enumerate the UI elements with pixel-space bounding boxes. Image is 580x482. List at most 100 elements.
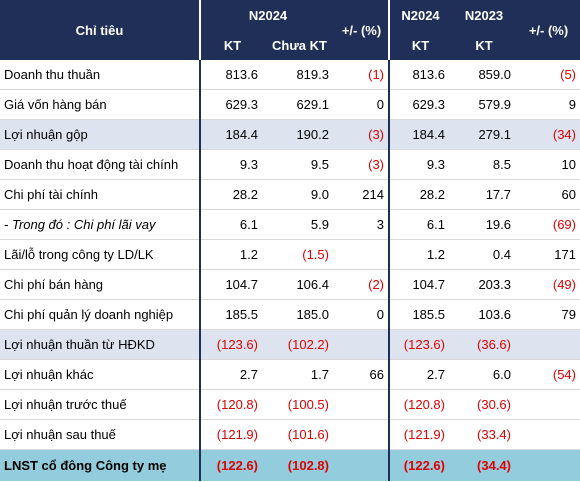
value-n2023-kt: 19.6 [451, 209, 517, 240]
row-label: Lợi nhuận sau thuế [0, 419, 201, 450]
value-change-1 [335, 389, 390, 420]
value-n2023-kt: 0.4 [451, 239, 517, 270]
table-row: Lợi nhuận khác 2.7 1.7 66 2.7 6.0 (54) [0, 359, 580, 390]
value-n2024-kt-b: 104.7 [389, 269, 451, 300]
value-n2024-chua-kt: (102.2) [264, 329, 335, 360]
value-n2023-kt: 17.7 [451, 179, 517, 210]
header-group-2024: N2024 [200, 0, 335, 30]
value-change-2 [517, 419, 580, 450]
value-n2024-kt: 9.3 [200, 149, 264, 180]
header-change-2: +/- (%) [517, 0, 580, 60]
value-n2024-kt: (123.6) [200, 329, 264, 360]
value-change-2: 10 [517, 149, 580, 180]
value-n2024-chua-kt: 629.1 [264, 89, 335, 120]
value-n2024-kt: (122.6) [200, 449, 264, 481]
table-row: LNST cổ đông Công ty mẹ (122.6) (102.8) (12… [0, 449, 580, 481]
value-n2024-kt-b: 28.2 [389, 179, 451, 210]
table-row: - Trong đó : Chi phí lãi vay 6.1 5.9 3 6.1 19… [0, 209, 580, 240]
table-row: Lãi/lỗ trong công ty LD/LK 1.2 (1.5) 1.2 0.4… [0, 239, 580, 270]
row-label: Chi phí bán hàng [0, 269, 201, 300]
value-n2024-kt-b: (121.9) [389, 419, 451, 450]
value-n2024-kt-b: 629.3 [389, 89, 451, 120]
value-n2023-kt: 6.0 [451, 359, 517, 390]
value-change-2 [517, 329, 580, 360]
value-change-2: 79 [517, 299, 580, 330]
value-n2024-kt: 629.3 [200, 89, 264, 120]
table-row: Giá vốn hàng bán 629.3 629.1 0 629.3 579.9 9 [0, 89, 580, 120]
row-label: Lãi/lỗ trong công ty LD/LK [0, 239, 201, 270]
value-change-2: 60 [517, 179, 580, 210]
value-n2024-chua-kt: 1.7 [264, 359, 335, 390]
value-n2023-kt: (33.4) [451, 419, 517, 450]
value-change-2: 171 [517, 239, 580, 270]
value-n2024-chua-kt: (102.8) [264, 449, 335, 481]
value-n2024-chua-kt: 9.5 [264, 149, 335, 180]
value-n2024-kt-b: 2.7 [389, 359, 451, 390]
value-n2024-chua-kt: 185.0 [264, 299, 335, 330]
value-n2023-kt: (34.4) [451, 449, 517, 481]
value-change-1: 66 [335, 359, 390, 390]
value-change-2: (34) [517, 119, 580, 150]
value-change-2: (5) [517, 60, 580, 90]
table-row: Doanh thu hoạt động tài chính 9.3 9.5 (3) 9.… [0, 149, 580, 180]
value-n2024-kt-b: 6.1 [389, 209, 451, 240]
table-row: Chi phí quản lý doanh nghiệp 185.5 185.0 0 1… [0, 299, 580, 330]
row-label: Chi phí tài chính [0, 179, 201, 210]
value-n2024-kt: 184.4 [200, 119, 264, 150]
value-change-1: (2) [335, 269, 390, 300]
value-change-1: 0 [335, 299, 390, 330]
value-change-2 [517, 449, 580, 481]
value-n2024-chua-kt: 819.3 [264, 60, 335, 90]
value-n2024-kt: 104.7 [200, 269, 264, 300]
table-row: Lợi nhuận sau thuế (121.9) (101.6) (121.9)(… [0, 419, 580, 450]
value-change-1: 0 [335, 89, 390, 120]
value-change-1 [335, 449, 390, 481]
table-row: Lợi nhuận trước thuế (120.8) (100.5) (120.8… [0, 389, 580, 420]
value-n2024-chua-kt: (1.5) [264, 239, 335, 270]
value-n2024-chua-kt: 190.2 [264, 119, 335, 150]
table-row: Lợi nhuận thuần từ HĐKD (123.6) (102.2) (12… [0, 329, 580, 360]
value-n2024-kt-b: 184.4 [389, 119, 451, 150]
value-n2024-kt-b: 9.3 [389, 149, 451, 180]
value-n2024-kt: 185.5 [200, 299, 264, 330]
value-change-2: 9 [517, 89, 580, 120]
value-n2024-kt-b: (122.6) [389, 449, 451, 481]
row-label: Chi phí quản lý doanh nghiệp [0, 299, 201, 330]
row-label: Lợi nhuận thuần từ HĐKD [0, 329, 201, 360]
header-group-2024-b: N2024 [389, 0, 451, 30]
row-label: Doanh thu hoạt động tài chính [0, 149, 201, 180]
value-n2024-kt: (121.9) [200, 419, 264, 450]
value-change-1: 3 [335, 209, 390, 240]
value-n2024-chua-kt: 5.9 [264, 209, 335, 240]
header-sub-kt: KT [200, 30, 264, 60]
value-n2024-kt-b: (123.6) [389, 329, 451, 360]
value-n2024-chua-kt: 9.0 [264, 179, 335, 210]
row-label: Lợi nhuận trước thuế [0, 389, 201, 420]
row-label: - Trong đó : Chi phí lãi vay [0, 209, 201, 240]
value-n2023-kt: 859.0 [451, 60, 517, 90]
value-change-1: 214 [335, 179, 390, 210]
value-n2023-kt: 279.1 [451, 119, 517, 150]
value-n2024-kt: 813.6 [200, 60, 264, 90]
row-label: Giá vốn hàng bán [0, 89, 201, 120]
table-row: Lợi nhuận gộp 184.4 190.2 (3) 184.4 279.1 (34) [0, 119, 580, 150]
value-n2024-chua-kt: (101.6) [264, 419, 335, 450]
value-n2024-kt: 2.7 [200, 359, 264, 390]
table-header: Chỉ tiêu N2024 +/- (%) N2024 N2023 +/- (… [0, 0, 580, 60]
value-n2024-kt: 1.2 [200, 239, 264, 270]
row-label: Lợi nhuận khác [0, 359, 201, 390]
value-change-2: (54) [517, 359, 580, 390]
value-n2023-kt: 8.5 [451, 149, 517, 180]
value-n2024-kt-b: 185.5 [389, 299, 451, 330]
header-sub-kt-2: KT [389, 30, 451, 60]
table-row: Chi phí tài chính 28.2 9.0 214 28.2 17.7 60 [0, 179, 580, 210]
header-change-1: +/- (%) [335, 0, 390, 60]
value-change-1 [335, 419, 390, 450]
value-n2023-kt: (30.6) [451, 389, 517, 420]
value-n2024-chua-kt: 106.4 [264, 269, 335, 300]
value-n2024-kt: 28.2 [200, 179, 264, 210]
value-n2024-kt-b: 813.6 [389, 60, 451, 90]
value-n2023-kt: (36.6) [451, 329, 517, 360]
value-n2024-kt: (120.8) [200, 389, 264, 420]
